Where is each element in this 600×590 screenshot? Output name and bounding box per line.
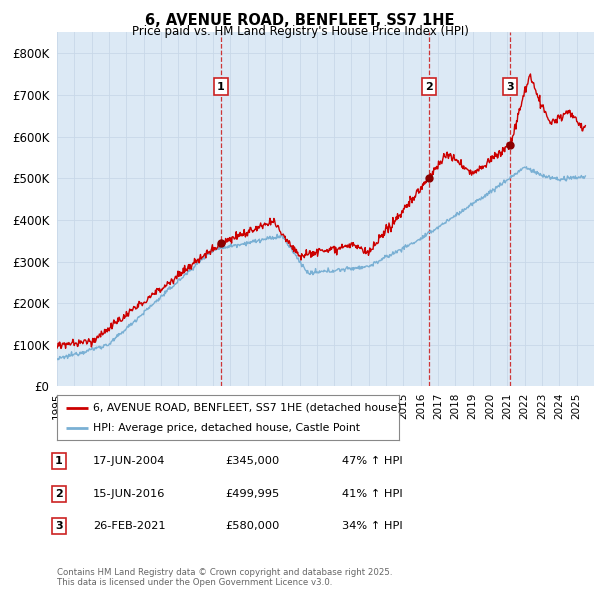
Text: 15-JUN-2016: 15-JUN-2016 (93, 489, 166, 499)
Text: £580,000: £580,000 (225, 522, 280, 531)
Text: 47% ↑ HPI: 47% ↑ HPI (342, 457, 403, 466)
Text: £345,000: £345,000 (225, 457, 279, 466)
Text: 1: 1 (217, 81, 225, 91)
Text: 1: 1 (55, 457, 62, 466)
Text: £499,995: £499,995 (225, 489, 279, 499)
Text: 3: 3 (55, 522, 62, 531)
Text: Contains HM Land Registry data © Crown copyright and database right 2025.
This d: Contains HM Land Registry data © Crown c… (57, 568, 392, 587)
Text: 41% ↑ HPI: 41% ↑ HPI (342, 489, 403, 499)
Text: 2: 2 (425, 81, 433, 91)
Text: 2: 2 (55, 489, 62, 499)
Text: Price paid vs. HM Land Registry's House Price Index (HPI): Price paid vs. HM Land Registry's House … (131, 25, 469, 38)
Text: 6, AVENUE ROAD, BENFLEET, SS7 1HE (detached house): 6, AVENUE ROAD, BENFLEET, SS7 1HE (detac… (93, 403, 401, 412)
Text: 17-JUN-2004: 17-JUN-2004 (93, 457, 166, 466)
Text: 26-FEB-2021: 26-FEB-2021 (93, 522, 166, 531)
Text: HPI: Average price, detached house, Castle Point: HPI: Average price, detached house, Cast… (93, 424, 360, 434)
Text: 3: 3 (506, 81, 514, 91)
Text: 34% ↑ HPI: 34% ↑ HPI (342, 522, 403, 531)
Text: 6, AVENUE ROAD, BENFLEET, SS7 1HE: 6, AVENUE ROAD, BENFLEET, SS7 1HE (145, 13, 455, 28)
